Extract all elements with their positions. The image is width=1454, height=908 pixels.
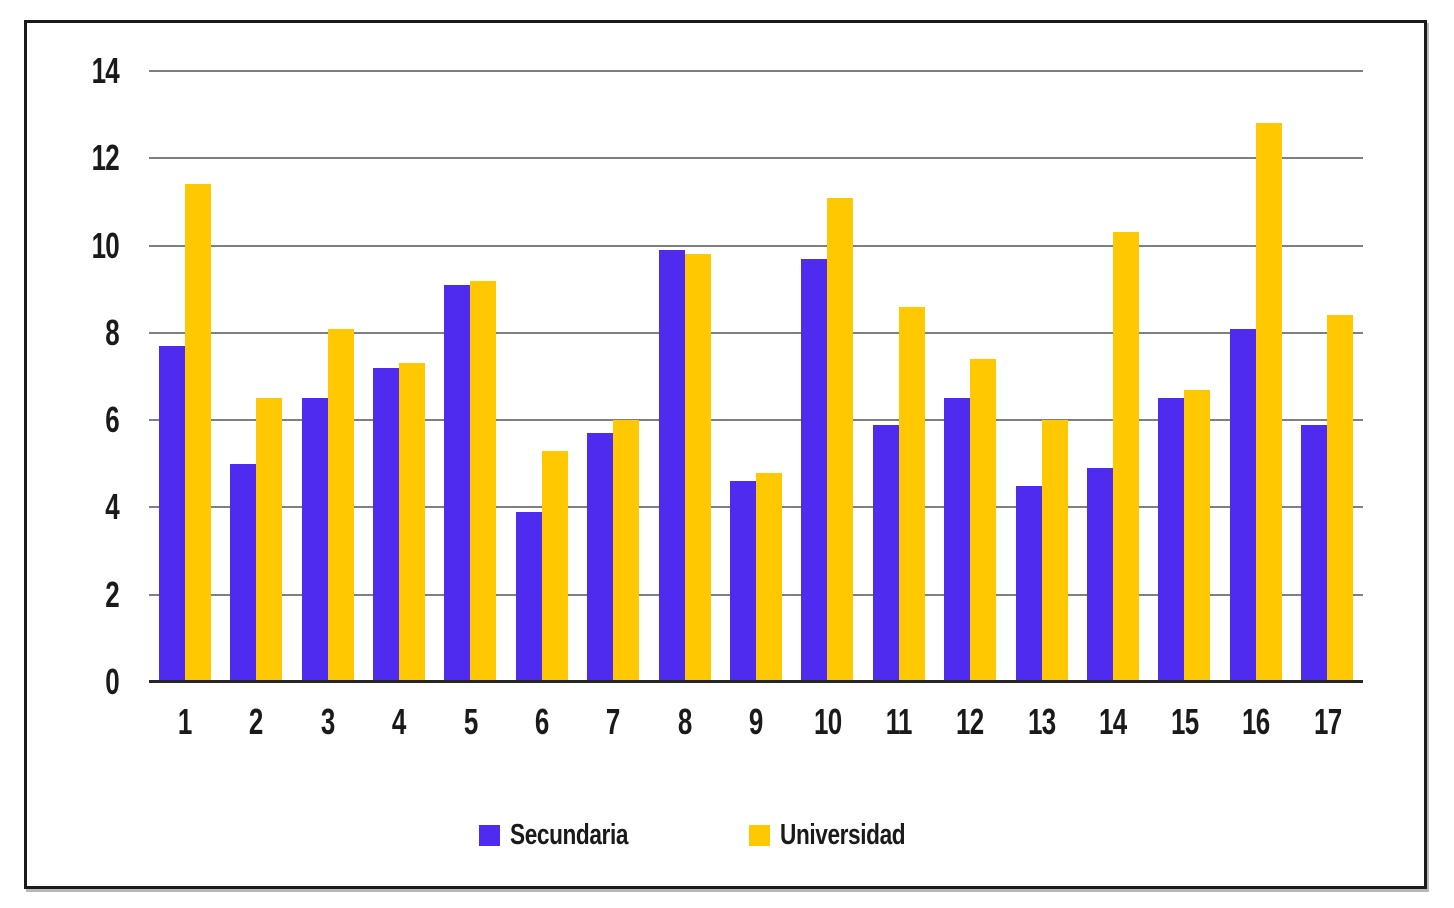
y-tick-label-8: 8 bbox=[105, 311, 119, 353]
bar-group-4 bbox=[363, 71, 434, 682]
bar-secundaria-6 bbox=[515, 511, 542, 682]
bar-universidad-3 bbox=[327, 328, 354, 682]
bar-secundaria-2 bbox=[230, 463, 257, 682]
y-tick-label-0: 0 bbox=[105, 661, 119, 702]
x-tick-label-2: 2 bbox=[249, 701, 263, 742]
bar-group-3 bbox=[292, 71, 363, 682]
bar-group-1 bbox=[149, 71, 220, 682]
gridline-y-6 bbox=[149, 419, 1363, 422]
bars-layer bbox=[149, 71, 1363, 682]
x-tick-label-17: 17 bbox=[1313, 701, 1342, 742]
bar-secundaria-3 bbox=[301, 398, 328, 682]
x-axis-labels: 1 2 3 4 5 6 7 8 9 10 11 12 13 14 15 16 17 bbox=[149, 704, 1363, 740]
y-tick-label-4: 4 bbox=[105, 486, 119, 528]
bar-secundaria-13 bbox=[1015, 485, 1042, 682]
bar-group-9 bbox=[720, 71, 791, 682]
legend-label-secundaria: Secundaria bbox=[510, 819, 629, 851]
plot-area: 1 2 3 4 5 6 7 8 9 10 11 12 13 14 15 16 17 0 2 4 6 8 10 12 14 bbox=[92, 53, 1363, 740]
x-tick-label-1: 1 bbox=[177, 701, 192, 742]
bar-secundaria-12 bbox=[944, 398, 971, 682]
legend-swatch-universidad bbox=[749, 825, 771, 846]
x-tick-label-13: 13 bbox=[1027, 701, 1056, 742]
legend-swatch-secundaria bbox=[479, 825, 500, 846]
bar-secundaria-8 bbox=[658, 249, 685, 682]
bar-group-15 bbox=[1149, 71, 1220, 682]
bar-universidad-8 bbox=[684, 254, 711, 682]
bar-group-11 bbox=[863, 71, 934, 682]
x-tick-label-3: 3 bbox=[320, 701, 335, 742]
x-tick-label-10: 10 bbox=[813, 701, 842, 742]
y-tick-label-14: 14 bbox=[91, 50, 120, 91]
x-tick-label-6: 6 bbox=[534, 701, 549, 742]
bar-group-5 bbox=[435, 71, 506, 682]
gridline-y-8 bbox=[149, 331, 1363, 334]
legend: Secundaria Universidad bbox=[479, 821, 941, 850]
bar-universidad-4 bbox=[398, 363, 425, 682]
bar-secundaria-17 bbox=[1301, 424, 1328, 682]
gridline-y-10 bbox=[149, 244, 1363, 247]
y-tick-label-2: 2 bbox=[105, 573, 119, 615]
bar-universidad-14 bbox=[1112, 232, 1139, 682]
gridline-y-14 bbox=[149, 70, 1363, 72]
bar-universidad-7 bbox=[613, 420, 640, 682]
bar-universidad-1 bbox=[184, 184, 211, 682]
x-tick-label-12: 12 bbox=[956, 701, 984, 742]
bar-secundaria-15 bbox=[1158, 398, 1185, 682]
bar-group-16 bbox=[1220, 71, 1291, 682]
bar-secundaria-11 bbox=[872, 424, 899, 682]
bar-group-7 bbox=[577, 71, 648, 682]
legend-label-universidad: Universidad bbox=[780, 819, 906, 851]
bar-secundaria-7 bbox=[587, 433, 614, 682]
bar-secundaria-10 bbox=[801, 258, 828, 682]
bar-universidad-12 bbox=[970, 359, 997, 682]
bar-group-10 bbox=[792, 71, 863, 682]
y-tick-label-12: 12 bbox=[91, 137, 120, 179]
bar-group-14 bbox=[1077, 71, 1148, 682]
gridline-y-12 bbox=[149, 157, 1363, 160]
x-axis-line bbox=[149, 680, 1363, 683]
x-tick-label-9: 9 bbox=[749, 701, 763, 742]
bar-universidad-5 bbox=[470, 280, 497, 682]
legend-item-secundaria: Secundaria bbox=[479, 821, 661, 850]
bar-group-6 bbox=[506, 71, 577, 682]
x-tick-label-5: 5 bbox=[463, 701, 478, 742]
bar-group-13 bbox=[1006, 71, 1077, 682]
bar-universidad-17 bbox=[1327, 315, 1354, 682]
y-tick-label-6: 6 bbox=[105, 399, 119, 441]
bar-group-12 bbox=[934, 71, 1005, 682]
bar-secundaria-9 bbox=[729, 481, 756, 682]
y-tick-label-10: 10 bbox=[91, 224, 120, 266]
bar-secundaria-5 bbox=[444, 284, 471, 682]
x-tick-label-15: 15 bbox=[1170, 701, 1199, 742]
bar-group-2 bbox=[220, 71, 291, 682]
x-tick-label-14: 14 bbox=[1099, 701, 1127, 742]
legend-item-universidad: Universidad bbox=[749, 821, 941, 850]
bar-universidad-10 bbox=[827, 197, 854, 682]
bar-group-8 bbox=[649, 71, 720, 682]
x-tick-label-4: 4 bbox=[392, 701, 406, 742]
x-tick-label-16: 16 bbox=[1242, 701, 1270, 742]
bar-secundaria-4 bbox=[372, 367, 399, 682]
bar-universidad-6 bbox=[541, 450, 568, 682]
x-tick-label-11: 11 bbox=[885, 701, 913, 742]
bar-universidad-13 bbox=[1041, 420, 1068, 682]
x-tick-label-7: 7 bbox=[606, 701, 620, 742]
bar-universidad-11 bbox=[898, 306, 925, 682]
bar-universidad-2 bbox=[256, 398, 283, 682]
bar-group-17 bbox=[1292, 71, 1363, 682]
chart-frame: 1 2 3 4 5 6 7 8 9 10 11 12 13 14 15 16 17 0 2 4 6 8 10 12 14 Se… bbox=[24, 20, 1427, 889]
bar-secundaria-1 bbox=[158, 345, 185, 682]
bar-universidad-16 bbox=[1255, 123, 1282, 682]
bar-universidad-9 bbox=[755, 472, 782, 682]
x-tick-label-8: 8 bbox=[677, 701, 692, 742]
bar-secundaria-16 bbox=[1229, 328, 1256, 682]
bar-secundaria-14 bbox=[1086, 468, 1113, 682]
bar-universidad-15 bbox=[1184, 389, 1211, 682]
